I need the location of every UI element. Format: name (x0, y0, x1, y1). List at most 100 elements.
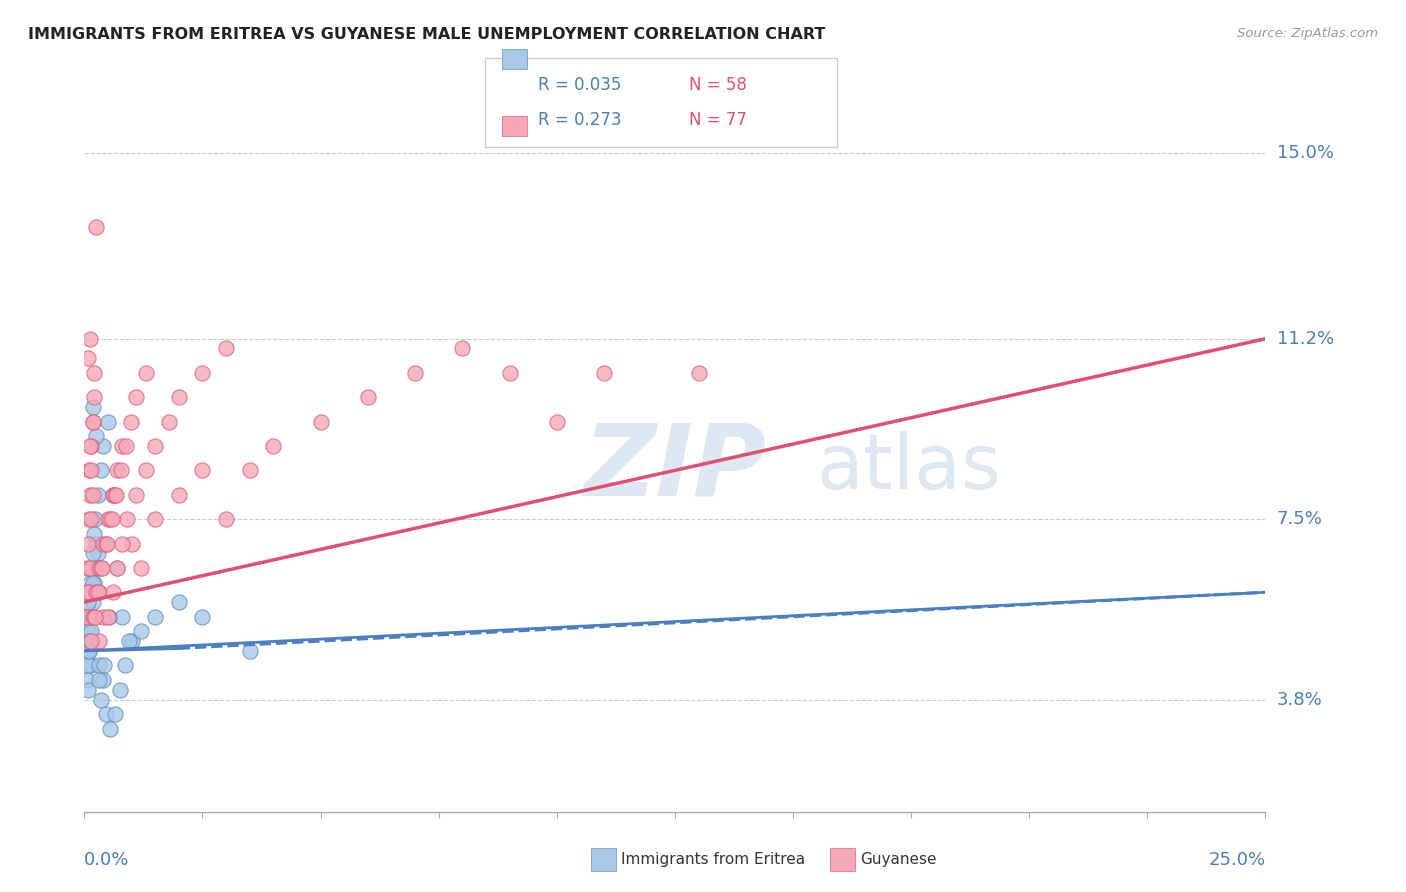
Point (83, 366, 105, 380)
Point (80, 634, 103, 648)
Text: 3.8%: 3.8% (1277, 690, 1322, 708)
Point (404, 366, 426, 380)
Point (77, 585, 100, 599)
Point (79, 609, 101, 624)
Point (76, 609, 98, 624)
Text: N = 77: N = 77 (689, 112, 747, 129)
Point (262, 439, 284, 453)
Text: R = 0.273: R = 0.273 (538, 112, 621, 129)
Point (97, 415, 120, 429)
Point (110, 463, 132, 477)
Point (121, 536, 143, 550)
Point (215, 342, 238, 356)
Point (93, 658, 115, 673)
Point (80, 463, 103, 477)
Point (129, 561, 152, 575)
Point (111, 609, 134, 624)
Point (593, 366, 616, 380)
Point (143, 439, 166, 453)
Point (167, 488, 190, 502)
Point (97, 609, 120, 624)
Point (82, 400, 104, 414)
Point (82, 575, 104, 590)
Point (80, 439, 103, 453)
Point (191, 366, 214, 380)
Point (82, 609, 104, 624)
Point (309, 415, 332, 429)
Point (77, 512, 100, 526)
Point (120, 415, 142, 429)
Point (77, 536, 100, 550)
Point (115, 512, 138, 526)
Point (79, 439, 101, 453)
Point (688, 366, 710, 380)
Text: 0.0%: 0.0% (84, 851, 129, 869)
Point (80, 561, 103, 575)
Point (90, 561, 112, 575)
Point (86, 546, 108, 560)
Point (77, 351, 100, 366)
Point (77, 644, 100, 658)
Point (91, 609, 114, 624)
Text: ZIP: ZIP (583, 419, 766, 516)
Point (79, 488, 101, 502)
Point (77, 609, 100, 624)
Text: Guyanese: Guyanese (860, 853, 936, 867)
Point (115, 439, 138, 453)
Point (114, 658, 136, 673)
Point (76, 634, 98, 648)
Point (94, 707, 117, 722)
Point (87, 634, 110, 648)
Point (94, 536, 117, 550)
Point (89, 673, 111, 687)
Point (77, 644, 100, 658)
Point (143, 512, 166, 526)
Point (82, 415, 104, 429)
Point (77, 585, 100, 599)
Point (100, 512, 122, 526)
Point (79, 634, 101, 648)
Point (83, 575, 105, 590)
Point (80, 624, 103, 639)
Point (83, 390, 105, 404)
Text: atlas: atlas (817, 431, 1001, 505)
Point (84, 429, 107, 443)
Point (82, 415, 104, 429)
Point (111, 439, 134, 453)
Point (79, 634, 101, 648)
Point (86, 488, 108, 502)
Point (215, 512, 238, 526)
Point (80, 658, 103, 673)
Point (239, 463, 262, 477)
Point (84, 536, 107, 550)
Point (101, 488, 124, 502)
Point (79, 332, 101, 346)
Text: N = 58: N = 58 (689, 76, 747, 94)
Point (125, 390, 148, 404)
Point (125, 488, 148, 502)
Point (498, 366, 520, 380)
Text: IMMIGRANTS FROM ERITREA VS GUYANESE MALE UNEMPLOYMENT CORRELATION CHART: IMMIGRANTS FROM ERITREA VS GUYANESE MALE… (28, 27, 825, 42)
Point (82, 488, 104, 502)
Point (84, 585, 107, 599)
Point (98, 722, 121, 736)
Point (191, 463, 214, 477)
Point (143, 609, 166, 624)
Text: Immigrants from Eritrea: Immigrants from Eritrea (621, 853, 806, 867)
Point (76, 673, 98, 687)
Point (91, 561, 114, 575)
Point (76, 609, 98, 624)
Point (87, 585, 110, 599)
Text: R = 0.035: R = 0.035 (538, 76, 621, 94)
Point (82, 546, 104, 560)
Point (167, 595, 190, 609)
Point (107, 561, 129, 575)
Point (79, 561, 101, 575)
Point (77, 658, 100, 673)
Point (157, 415, 180, 429)
Point (79, 575, 101, 590)
Point (90, 463, 112, 477)
Text: 15.0%: 15.0% (1277, 145, 1333, 162)
Point (91, 536, 114, 550)
Point (191, 609, 214, 624)
